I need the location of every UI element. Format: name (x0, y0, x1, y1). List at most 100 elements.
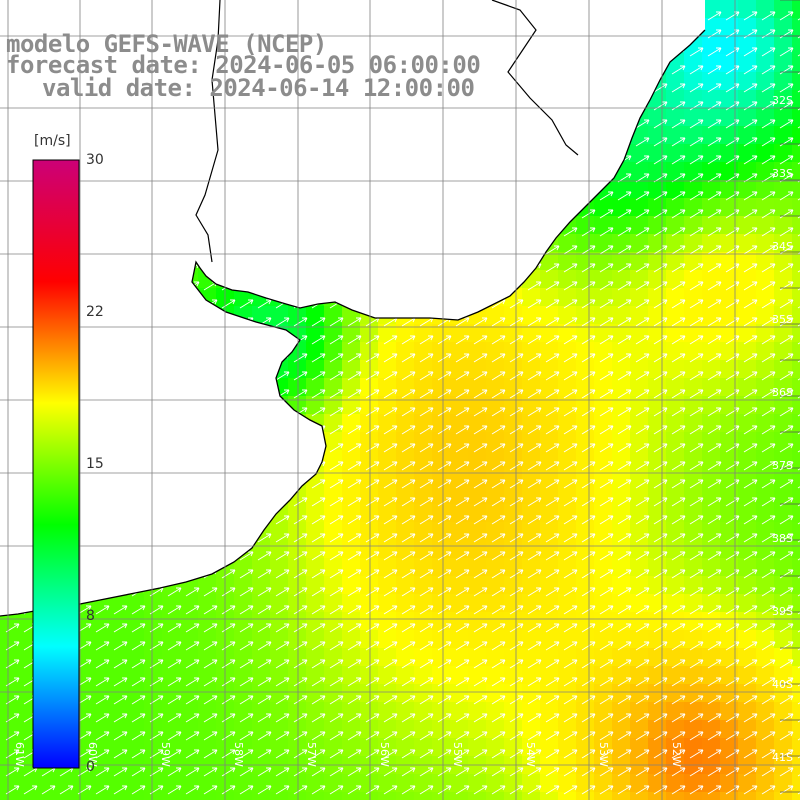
wind-arrow (563, 353, 578, 363)
field-cell (720, 720, 738, 738)
wind-arrow (401, 785, 416, 795)
wind-arrow (689, 443, 704, 453)
wind-arrow (599, 515, 614, 525)
field-cell (738, 54, 756, 72)
field-cell (792, 630, 800, 648)
field-cell (756, 144, 774, 162)
field-cell (270, 738, 288, 756)
field-cell (666, 378, 684, 396)
field-cell (756, 630, 774, 648)
wind-arrow (707, 335, 722, 345)
wind-arrow (653, 371, 668, 381)
field-cell (738, 612, 756, 630)
field-cell (594, 702, 612, 720)
wind-arrow (383, 551, 398, 561)
field-cell (378, 684, 396, 702)
field-cell (702, 342, 720, 360)
wind-arrow (437, 713, 452, 723)
field-cell (720, 738, 738, 756)
wind-arrow (599, 191, 614, 201)
wind-arrow (635, 731, 650, 741)
wind-arrow (401, 407, 416, 417)
field-cell (648, 162, 666, 180)
wind-arrow (581, 461, 596, 471)
field-cell (576, 558, 594, 576)
wind-arrow (779, 407, 794, 417)
wind-arrow (275, 713, 290, 723)
wind-arrow (617, 389, 632, 399)
wind-arrow (347, 623, 362, 633)
wind-arrow (419, 605, 434, 615)
field-cell (396, 774, 414, 792)
wind-arrow (779, 461, 794, 471)
wind-arrow (383, 785, 398, 795)
field-cell (720, 108, 738, 126)
wind-arrow (761, 11, 776, 21)
wind-arrow (653, 641, 668, 651)
field-cell (414, 738, 432, 756)
field-cell (108, 684, 126, 702)
field-cell (504, 342, 522, 360)
field-cell (702, 774, 720, 792)
field-cell (756, 18, 774, 36)
wind-arrow (599, 407, 614, 417)
wind-arrow (527, 299, 542, 309)
wind-arrow (707, 551, 722, 561)
field-cell (702, 738, 720, 756)
wind-arrow (779, 353, 794, 363)
field-cell (576, 540, 594, 558)
wind-arrow (221, 677, 236, 687)
field-cell (774, 306, 792, 324)
wind-arrow (311, 335, 326, 345)
wind-arrow (509, 335, 524, 345)
wind-arrow (707, 83, 722, 93)
field-cell (756, 738, 774, 756)
wind-arrow (617, 731, 632, 741)
field-cell (234, 720, 252, 738)
field-cell (738, 648, 756, 666)
field-cell (756, 360, 774, 378)
field-cell (486, 630, 504, 648)
field-cell (432, 774, 450, 792)
wind-arrow (509, 695, 524, 705)
wind-arrow (761, 227, 776, 237)
field-cell (198, 576, 216, 594)
wind-arrow (419, 461, 434, 471)
wind-arrow (491, 407, 506, 417)
field-cell (468, 450, 486, 468)
wind-arrow (95, 677, 110, 687)
wind-arrow (509, 605, 524, 615)
field-cell (666, 360, 684, 378)
wind-arrow (689, 353, 704, 363)
wind-arrow (383, 443, 398, 453)
wind-arrow (617, 299, 632, 309)
wind-arrow (491, 749, 506, 759)
wind-arrow (509, 317, 524, 327)
wind-arrow (113, 659, 128, 669)
wind-arrow (653, 677, 668, 687)
field-cell (648, 738, 666, 756)
wind-arrow (707, 65, 722, 75)
wind-arrow (671, 299, 686, 309)
field-cell (702, 684, 720, 702)
wind-arrow (383, 767, 398, 777)
wind-arrow (761, 515, 776, 525)
field-cell (684, 144, 702, 162)
field-cell (594, 288, 612, 306)
field-cell (18, 720, 36, 738)
wind-arrow (347, 497, 362, 507)
wind-arrow (671, 623, 686, 633)
field-cell (378, 504, 396, 522)
field-cell (702, 234, 720, 252)
field-cell (774, 90, 792, 108)
wind-arrow (491, 767, 506, 777)
wind-arrow (473, 659, 488, 669)
field-cell (252, 306, 270, 324)
wind-arrow (653, 623, 668, 633)
wind-arrow (329, 353, 344, 363)
field-cell (90, 648, 108, 666)
wind-arrow (347, 461, 362, 471)
field-cell (792, 162, 800, 180)
field-cell (486, 342, 504, 360)
